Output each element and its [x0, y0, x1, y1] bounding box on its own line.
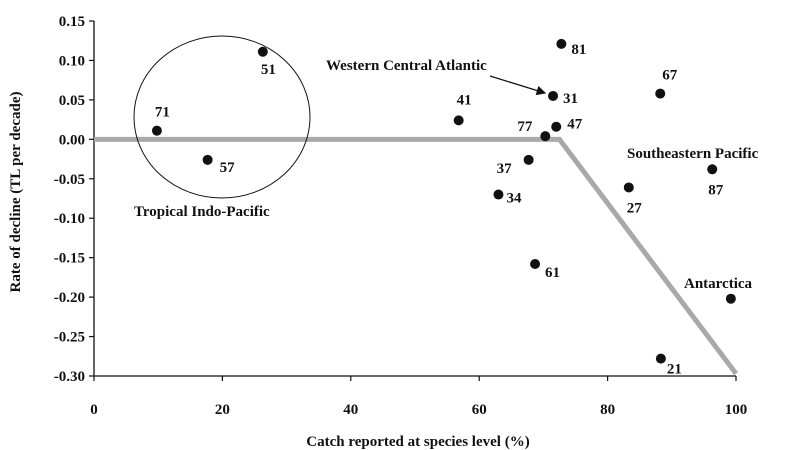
data-point-81: [556, 38, 567, 49]
data-point-41: [453, 115, 464, 126]
data-point-77: [540, 131, 551, 142]
tick-labels: 0.15 0.10 0.05 0.00 -0.05 -0.10 -0.15 -0.20 -0.2…: [54, 14, 748, 418]
x-tick-label: 80: [600, 402, 615, 418]
point-label-31: 31: [563, 91, 578, 107]
data-point-61: [530, 258, 541, 269]
point-label-77: 77: [517, 119, 533, 135]
annotation-tropical-indo-pacific: Tropical Indo-Pacific: [134, 204, 270, 220]
data-point-71: [151, 125, 162, 136]
y-axis-title: Rate of decline (TL per decade): [8, 92, 24, 293]
x-tick-label: 100: [725, 402, 748, 418]
annotation-southeastern-pacific: Southeastern Pacific: [627, 146, 759, 162]
point-label-34: 34: [506, 191, 521, 207]
annotation-western-central-atlantic: Western Central Atlantic: [326, 58, 487, 74]
point-label-37: 37: [497, 161, 513, 177]
data-point-57: [202, 154, 213, 165]
y-tick-label: 0.05: [59, 93, 85, 109]
point-label-41: 41: [457, 92, 472, 108]
x-tick-label: 20: [215, 402, 230, 418]
y-tick-label: -0.15: [54, 251, 85, 267]
point-label-57: 57: [220, 160, 236, 176]
point-label-21: 21: [667, 362, 682, 378]
point-label-87: 87: [708, 182, 724, 198]
axes: [89, 20, 737, 381]
x-tick-label: 60: [472, 402, 487, 418]
point-label-71: 71: [155, 105, 170, 121]
y-tick-label: -0.10: [54, 211, 85, 227]
y-tick-label: -0.25: [54, 330, 85, 346]
point-label-81: 81: [571, 42, 586, 58]
y-tick-label: 0.15: [59, 14, 85, 30]
annotation-arrow: [489, 75, 547, 96]
trend-line-group: [94, 136, 738, 376]
x-tick-label: 40: [343, 402, 358, 418]
y-tick-label: -0.30: [54, 369, 85, 385]
point-labels: 71 51 57 41 37 34 61 77 47 31 81 67 27 87 21: [155, 42, 724, 378]
data-point-67: [655, 88, 666, 99]
tropical-ellipse-group: [133, 35, 547, 199]
x-tick-label: 0: [90, 402, 98, 418]
y-tick-label: 0.10: [59, 53, 85, 69]
data-point-47: [551, 121, 562, 132]
data-point-87: [707, 164, 718, 175]
trend-line: [94, 136, 738, 376]
x-axis-title: Catch reported at species level (%): [306, 434, 529, 450]
data-point-34: [493, 189, 504, 200]
data-point-21: [655, 353, 666, 364]
annotation-antarctica: Antarctica: [684, 276, 753, 292]
data-point-antarctica: [725, 293, 736, 304]
point-label-67: 67: [662, 68, 678, 84]
data-point-31: [548, 90, 559, 101]
data-point-51: [257, 46, 268, 57]
point-label-47: 47: [567, 117, 583, 133]
region-annotations: Tropical Indo-Pacific Western Central At…: [134, 58, 759, 292]
data-point-37: [523, 154, 534, 165]
point-label-51: 51: [261, 62, 276, 78]
data-points: [151, 38, 736, 364]
y-tick-label: 0.00: [59, 132, 85, 148]
point-label-27: 27: [627, 200, 643, 216]
y-tick-label: -0.20: [54, 290, 85, 306]
tropical-indo-pacific-ellipse: [133, 35, 311, 199]
data-point-27: [623, 182, 634, 193]
point-label-61: 61: [545, 265, 560, 281]
y-tick-label: -0.05: [54, 172, 85, 188]
